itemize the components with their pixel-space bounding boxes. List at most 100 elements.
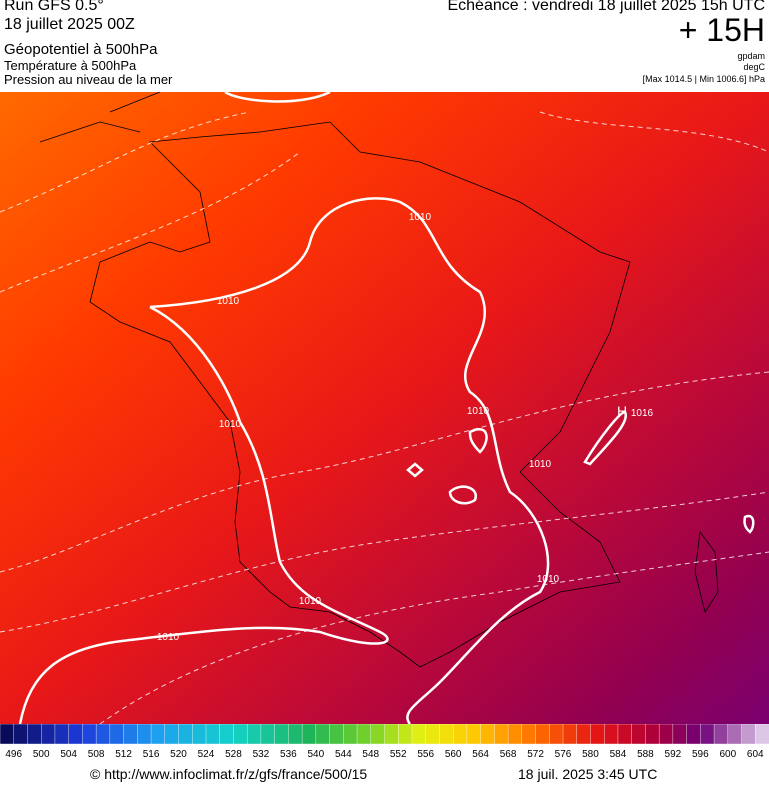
colorbar-swatch xyxy=(425,724,441,745)
colorbar-swatch xyxy=(233,724,248,745)
contour-label: 1010 xyxy=(157,632,180,643)
colorbar-swatch xyxy=(480,724,496,745)
footer-issued: 18 juil. 2025 3:45 UTC xyxy=(518,766,658,782)
coastlines xyxy=(39,92,719,668)
colorbar-label: 532 xyxy=(253,749,270,760)
contour-label: 1010 xyxy=(529,459,552,470)
valid-time: Echéance : vendredi 18 juillet 2025 15h … xyxy=(447,0,765,14)
colorbar-label: 564 xyxy=(472,749,489,760)
colorbar-swatch xyxy=(604,724,619,745)
temperature-field xyxy=(0,92,769,724)
colorbar-swatch xyxy=(40,724,56,745)
colorbar-swatch xyxy=(205,724,221,745)
colorbar-swatch xyxy=(288,724,303,745)
colorbar-swatch xyxy=(617,724,633,745)
colorbar-swatch xyxy=(549,724,564,745)
unit-temp: degC xyxy=(743,62,765,72)
colorbar-swatch xyxy=(370,724,386,745)
unit-geo: gpdam xyxy=(737,51,765,61)
colorbar-swatch xyxy=(713,724,729,745)
colorbar-swatch xyxy=(274,724,290,745)
pressure-range: [Max 1014.5 | Min 1006.6] hPa xyxy=(642,74,765,84)
map: 1010 1010 1010 1010 1010 1010 1010 1010 1016 H xyxy=(0,92,769,724)
colorbar-swatch xyxy=(54,724,70,745)
colorbar-label: 592 xyxy=(665,749,682,760)
colorbar-label: 544 xyxy=(335,749,352,760)
colorbar-swatch xyxy=(700,724,715,745)
colorbar-swatch xyxy=(411,724,427,745)
field-geopotential: Géopotentiel à 500hPa xyxy=(4,41,158,58)
colorbar-swatch xyxy=(164,724,180,745)
colorbar-label: 508 xyxy=(88,749,105,760)
isobars xyxy=(18,92,755,724)
contour-label: 1016 xyxy=(631,408,654,419)
contour-label: 1010 xyxy=(299,596,322,607)
colorbar-label: 500 xyxy=(33,749,50,760)
colorbar-swatch xyxy=(439,724,454,745)
colorbar-swatch xyxy=(562,724,578,745)
colorbar-label: 600 xyxy=(719,749,736,760)
contour-label: 1010 xyxy=(217,296,240,307)
colorbar-label: 504 xyxy=(60,749,77,760)
colorbar-swatch xyxy=(452,724,468,745)
colorbar-swatch xyxy=(0,724,15,745)
colorbar-swatch xyxy=(82,724,97,745)
colorbar-swatch xyxy=(27,724,42,745)
colorbar-swatch xyxy=(658,724,674,745)
colorbar-label: 540 xyxy=(307,749,324,760)
colorbar-label: 552 xyxy=(390,749,407,760)
colorbar-label: 520 xyxy=(170,749,187,760)
field-temperature: Température à 500hPa xyxy=(4,58,137,73)
colorbar-swatch xyxy=(741,724,756,745)
colorbar-label: 528 xyxy=(225,749,242,760)
colorbar-label: 604 xyxy=(747,749,764,760)
colorbar-swatch xyxy=(398,724,413,745)
colorbar-swatch xyxy=(301,724,317,745)
colorbar-swatch xyxy=(645,724,660,745)
colorbar-swatch xyxy=(315,724,331,745)
colorbar-swatch xyxy=(219,724,235,745)
lead-time: + 15H xyxy=(678,12,765,48)
colorbar-swatch xyxy=(123,724,139,745)
colorbar-swatch xyxy=(150,724,166,745)
contour-label: 1010 xyxy=(467,406,490,417)
run-title: Run GFS 0.5° xyxy=(4,0,104,14)
colorbar-swatch xyxy=(494,724,509,745)
colorbar-label: 588 xyxy=(637,749,654,760)
colorbar-swatch xyxy=(192,724,207,745)
colorbar-label: 516 xyxy=(143,749,160,760)
high-marker: H xyxy=(617,403,627,419)
colorbar-label: 496 xyxy=(5,749,22,760)
colorbar-swatch xyxy=(260,724,276,745)
colorbar-swatch xyxy=(590,724,605,745)
colorbar-label: 560 xyxy=(445,749,462,760)
colorbar: 496 500 504 508 512 516 520 524 528 532 536 540 544 5… xyxy=(0,724,769,760)
colorbar-label: 584 xyxy=(610,749,627,760)
colorbar-swatch xyxy=(109,724,125,745)
colorbar-label: 548 xyxy=(362,749,379,760)
colorbar-label: 580 xyxy=(582,749,599,760)
colorbar-label: 536 xyxy=(280,749,297,760)
contour-label: 1010 xyxy=(537,574,560,585)
colorbar-swatch xyxy=(727,724,743,745)
colorbar-label: 512 xyxy=(115,749,132,760)
colorbar-swatch xyxy=(246,724,262,745)
colorbar-swatch xyxy=(576,724,592,745)
footer-source: © http://www.infoclimat.fr/z/gfs/france/… xyxy=(90,766,368,782)
contour-label: 1010 xyxy=(409,212,432,223)
colorbar-swatch xyxy=(137,724,152,745)
colorbar-swatch xyxy=(535,724,550,745)
colorbar-swatch xyxy=(755,724,769,745)
colorbar-swatch xyxy=(672,724,688,745)
colorbar-swatch xyxy=(343,724,358,745)
colorbar-label: 524 xyxy=(198,749,215,760)
colorbar-swatch xyxy=(68,724,84,745)
colorbar-swatch xyxy=(631,724,647,745)
colorbar-label: 576 xyxy=(555,749,572,760)
colorbar-label: 568 xyxy=(500,749,517,760)
colorbar-swatch xyxy=(95,724,111,745)
colorbar-swatch xyxy=(507,724,523,745)
colorbar-label: 596 xyxy=(692,749,709,760)
colorbar-label: 572 xyxy=(527,749,544,760)
